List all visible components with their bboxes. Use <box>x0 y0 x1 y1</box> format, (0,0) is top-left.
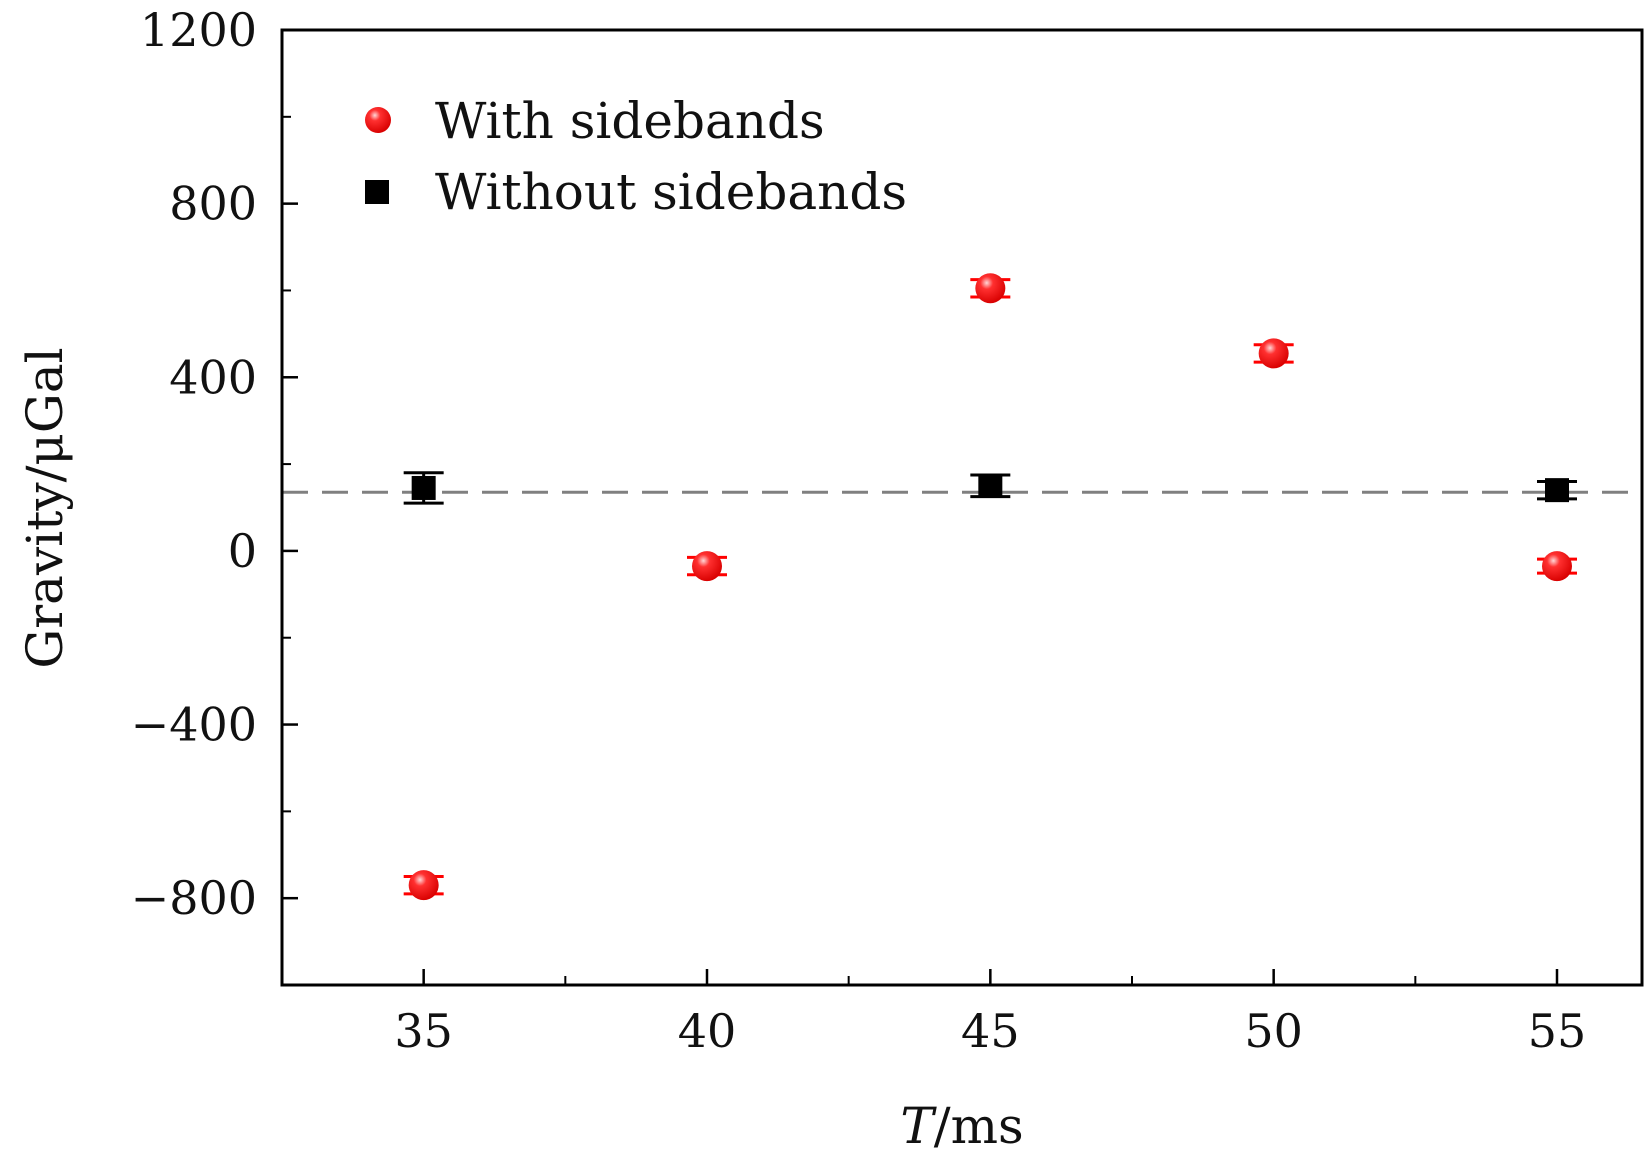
y-tick-label: 800 <box>169 177 257 231</box>
point-with-sidebands <box>403 870 444 901</box>
legend-marker-with-sidebands <box>365 107 391 133</box>
marker-circle <box>692 551 722 582</box>
x-tick-label: 50 <box>1244 1004 1303 1058</box>
data-points <box>403 273 1577 901</box>
plot-frame <box>280 28 1644 987</box>
marker-circle <box>975 273 1006 304</box>
point-with-sidebands <box>1253 338 1294 369</box>
point-without-sidebands <box>1537 478 1577 503</box>
x-tick-label: 35 <box>394 1004 453 1058</box>
y-tick-label: −800 <box>131 871 257 925</box>
legend-label-without-sidebands: Without sidebands <box>435 163 907 221</box>
legend-marker-without-sidebands <box>365 180 389 204</box>
x-tick-label: 55 <box>1528 1004 1587 1058</box>
tick-labels: 35 40 45 50 55 1200 800 400 0 −400 −800 <box>131 3 1587 1058</box>
point-without-sidebands <box>970 473 1011 499</box>
legend-label-with-sidebands: With sidebands <box>435 92 825 150</box>
point-with-sidebands <box>687 551 727 582</box>
marker-circle <box>408 870 439 901</box>
y-tick-label: 0 <box>228 524 257 578</box>
y-tick-label: −400 <box>131 698 257 752</box>
y-tick-label: 400 <box>169 350 257 404</box>
x-axis-label-var: T <box>900 1097 937 1155</box>
y-tick-label: 1200 <box>140 3 257 57</box>
marker-square <box>411 475 436 500</box>
x-axis-label: T/ms <box>900 1097 1023 1155</box>
y-axis-label: Gravity/μGal <box>16 347 74 668</box>
point-without-sidebands <box>403 471 444 505</box>
marker-square <box>1545 478 1569 503</box>
x-tick-label: 40 <box>678 1004 737 1058</box>
x-tick-label: 45 <box>961 1004 1020 1058</box>
point-with-sidebands <box>1537 551 1577 582</box>
marker-circle <box>1542 551 1572 582</box>
point-with-sidebands <box>970 273 1011 304</box>
x-axis-label-unit: /ms <box>934 1097 1024 1155</box>
marker-circle <box>1258 338 1289 369</box>
legend: With sidebands Without sidebands <box>365 92 907 221</box>
marker-square <box>978 473 1003 498</box>
